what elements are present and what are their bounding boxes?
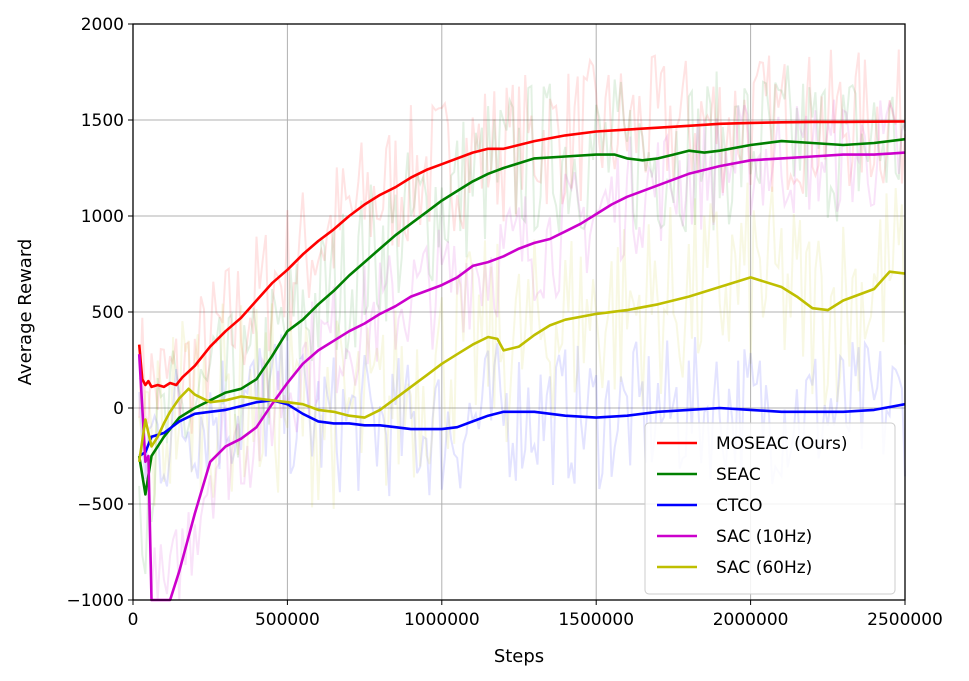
raw-trace xyxy=(138,99,906,601)
raw-trace xyxy=(138,182,906,509)
legend-entry: MOSEAC (Ours) xyxy=(716,434,847,454)
x-tick-label: 1500000 xyxy=(558,610,634,630)
legend-entry: CTCO xyxy=(716,496,763,516)
y-tick-label: −500 xyxy=(77,495,124,515)
y-tick-label: 500 xyxy=(92,303,124,323)
series-lines xyxy=(137,120,906,602)
y-tick-label: −1000 xyxy=(66,591,124,611)
legend-entry: SEAC xyxy=(716,465,761,485)
y-axis-label: Average Reward xyxy=(15,239,36,386)
x-tick-label: 500000 xyxy=(255,610,320,630)
x-tick-label: 2500000 xyxy=(867,610,943,630)
series-line xyxy=(137,270,906,462)
y-axis-ticks: −1000 −500 0 500 1000 1500 2000 xyxy=(66,15,133,611)
y-tick-label: 2000 xyxy=(81,15,124,35)
raw-trace xyxy=(138,65,906,575)
x-axis-ticks: 0 500000 1000000 1500000 2000000 2500000 xyxy=(128,600,943,630)
legend-entry: SAC (60Hz) xyxy=(716,558,812,578)
legend-box xyxy=(644,422,896,595)
series-line xyxy=(137,120,906,389)
legend: MOSEAC (Ours) SEAC CTCO SAC (10Hz) SAC (60Hz… xyxy=(644,422,896,595)
series-line xyxy=(137,151,906,602)
series-line xyxy=(138,398,906,458)
y-tick-label: 1500 xyxy=(81,111,124,131)
x-tick-label: 1000000 xyxy=(404,610,480,630)
x-tick-label: 0 xyxy=(128,610,139,630)
x-axis-label: Steps xyxy=(494,646,544,667)
raw-trace xyxy=(138,49,906,434)
x-tick-label: 2000000 xyxy=(713,610,789,630)
y-tick-label: 0 xyxy=(113,399,124,419)
y-tick-label: 1000 xyxy=(81,207,124,227)
series-line xyxy=(137,137,906,496)
legend-entry: SAC (10Hz) xyxy=(716,527,812,547)
raw-noise-traces xyxy=(138,49,906,601)
